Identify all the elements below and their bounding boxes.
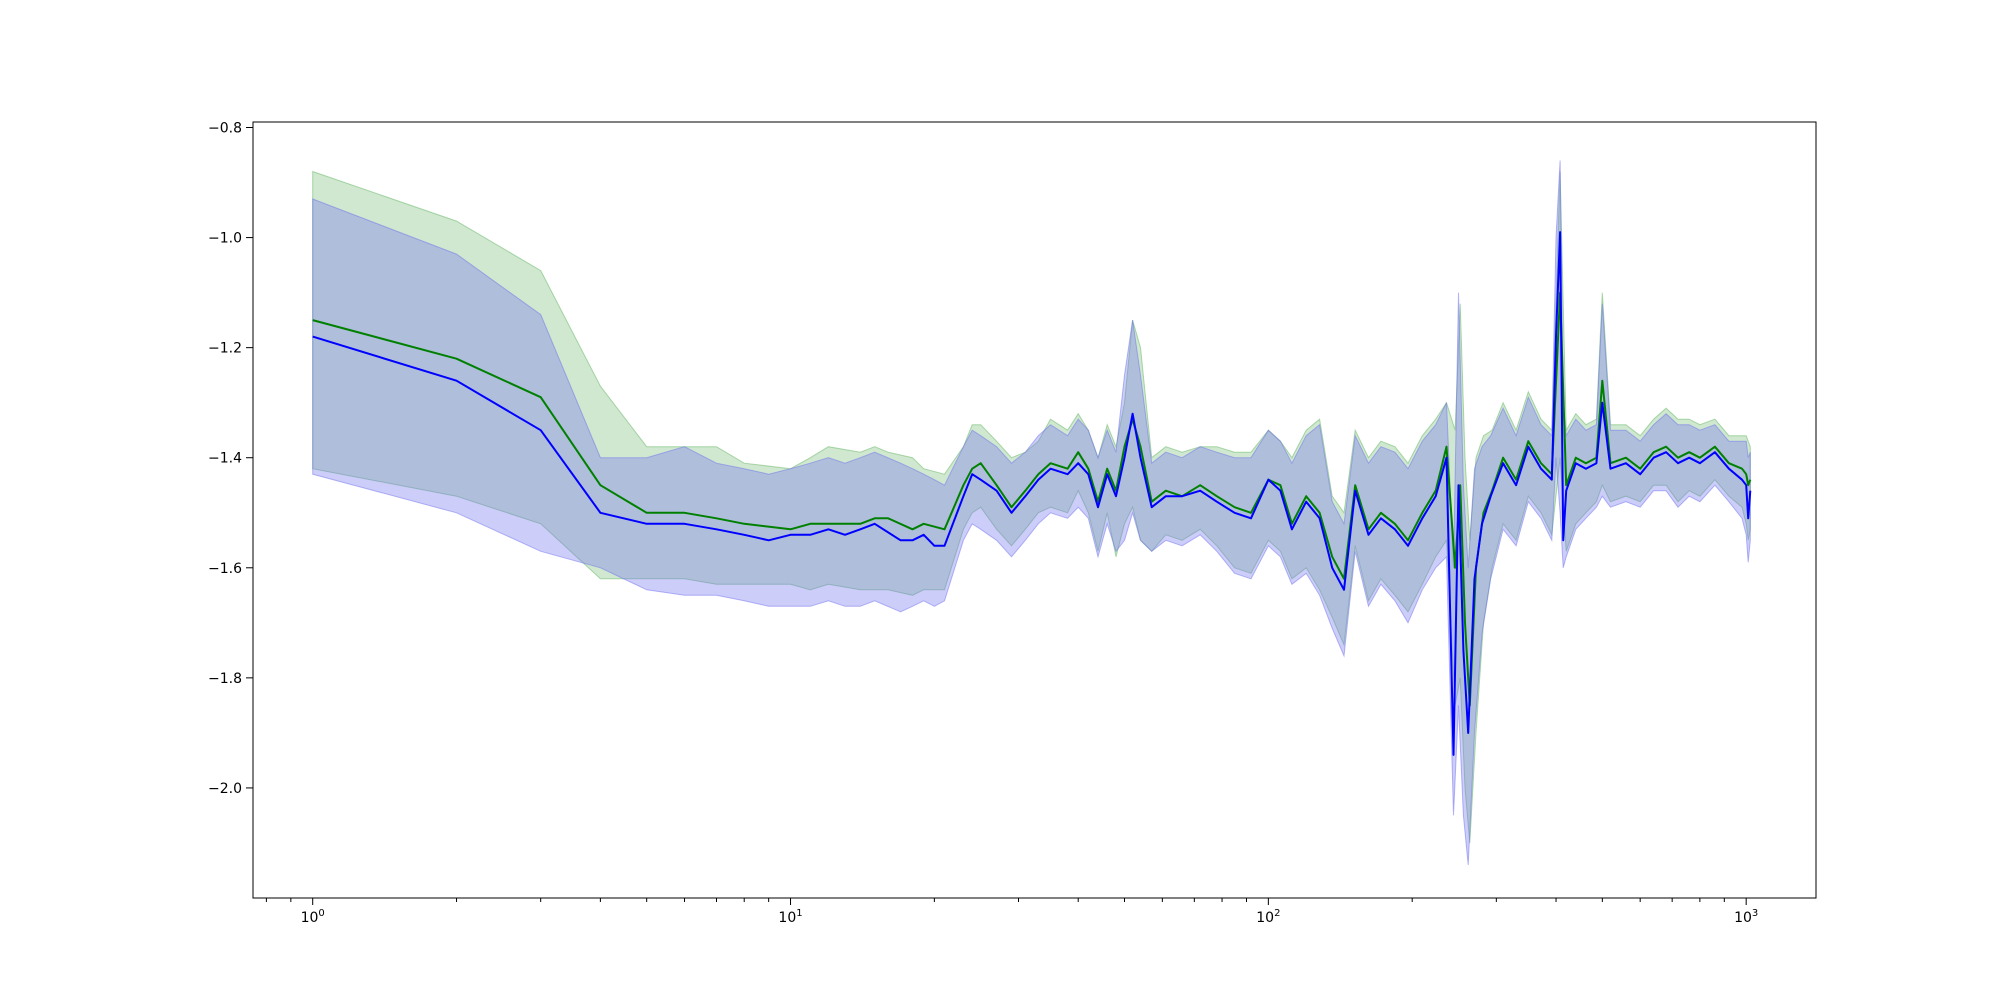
x-tick-label-3: 103 [1734, 908, 1758, 926]
x-tick-label-2: 102 [1256, 908, 1280, 926]
y-tick-label-6: −2.0 [208, 781, 242, 797]
series-1-line [312, 291, 1752, 707]
y-tick-label-1: −1.0 [208, 231, 242, 247]
confidence-bands [312, 160, 1751, 866]
y-tick-label-3: −1.4 [208, 451, 242, 467]
plot-frame [252, 121, 1817, 899]
y-tick-label-0: −0.8 [208, 121, 242, 137]
x-tick-label-0: 100 [301, 908, 325, 926]
y-tick-label-4: −1.6 [208, 561, 242, 577]
y-tick-label-2: −1.2 [208, 341, 242, 357]
series-2-band [312, 160, 1751, 866]
series-2-line [312, 231, 1752, 756]
series-lines [312, 231, 1752, 756]
x-tick-label-1: 101 [778, 908, 802, 926]
y-tick-label-5: −1.8 [208, 671, 242, 687]
x-axis: 100 101 102 103 [265, 898, 1758, 926]
y-axis: −0.8 −1.0 −1.2 −1.4 −1.6 −1.8 −2.0 [208, 121, 253, 797]
